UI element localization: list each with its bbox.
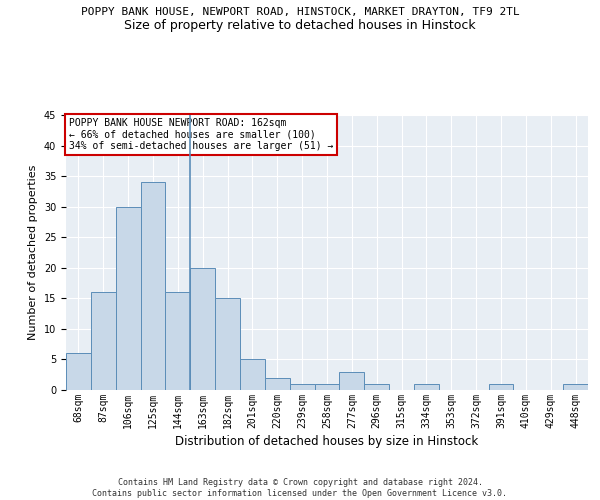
Bar [314, 384, 340, 390]
Bar [91, 292, 116, 390]
Bar [563, 384, 588, 390]
Bar [166, 292, 190, 390]
Bar [414, 384, 439, 390]
Bar [240, 360, 265, 390]
Bar [364, 384, 389, 390]
Bar [340, 372, 364, 390]
Bar [265, 378, 290, 390]
Bar [190, 268, 215, 390]
Text: Size of property relative to detached houses in Hinstock: Size of property relative to detached ho… [124, 19, 476, 32]
Bar [488, 384, 514, 390]
Y-axis label: Number of detached properties: Number of detached properties [28, 165, 38, 340]
X-axis label: Distribution of detached houses by size in Hinstock: Distribution of detached houses by size … [175, 435, 479, 448]
Text: POPPY BANK HOUSE NEWPORT ROAD: 162sqm
← 66% of detached houses are smaller (100): POPPY BANK HOUSE NEWPORT ROAD: 162sqm ← … [68, 118, 333, 151]
Bar [116, 206, 140, 390]
Text: POPPY BANK HOUSE, NEWPORT ROAD, HINSTOCK, MARKET DRAYTON, TF9 2TL: POPPY BANK HOUSE, NEWPORT ROAD, HINSTOCK… [80, 8, 520, 18]
Text: Contains HM Land Registry data © Crown copyright and database right 2024.
Contai: Contains HM Land Registry data © Crown c… [92, 478, 508, 498]
Bar [140, 182, 166, 390]
Bar [290, 384, 314, 390]
Bar [215, 298, 240, 390]
Bar [66, 354, 91, 390]
